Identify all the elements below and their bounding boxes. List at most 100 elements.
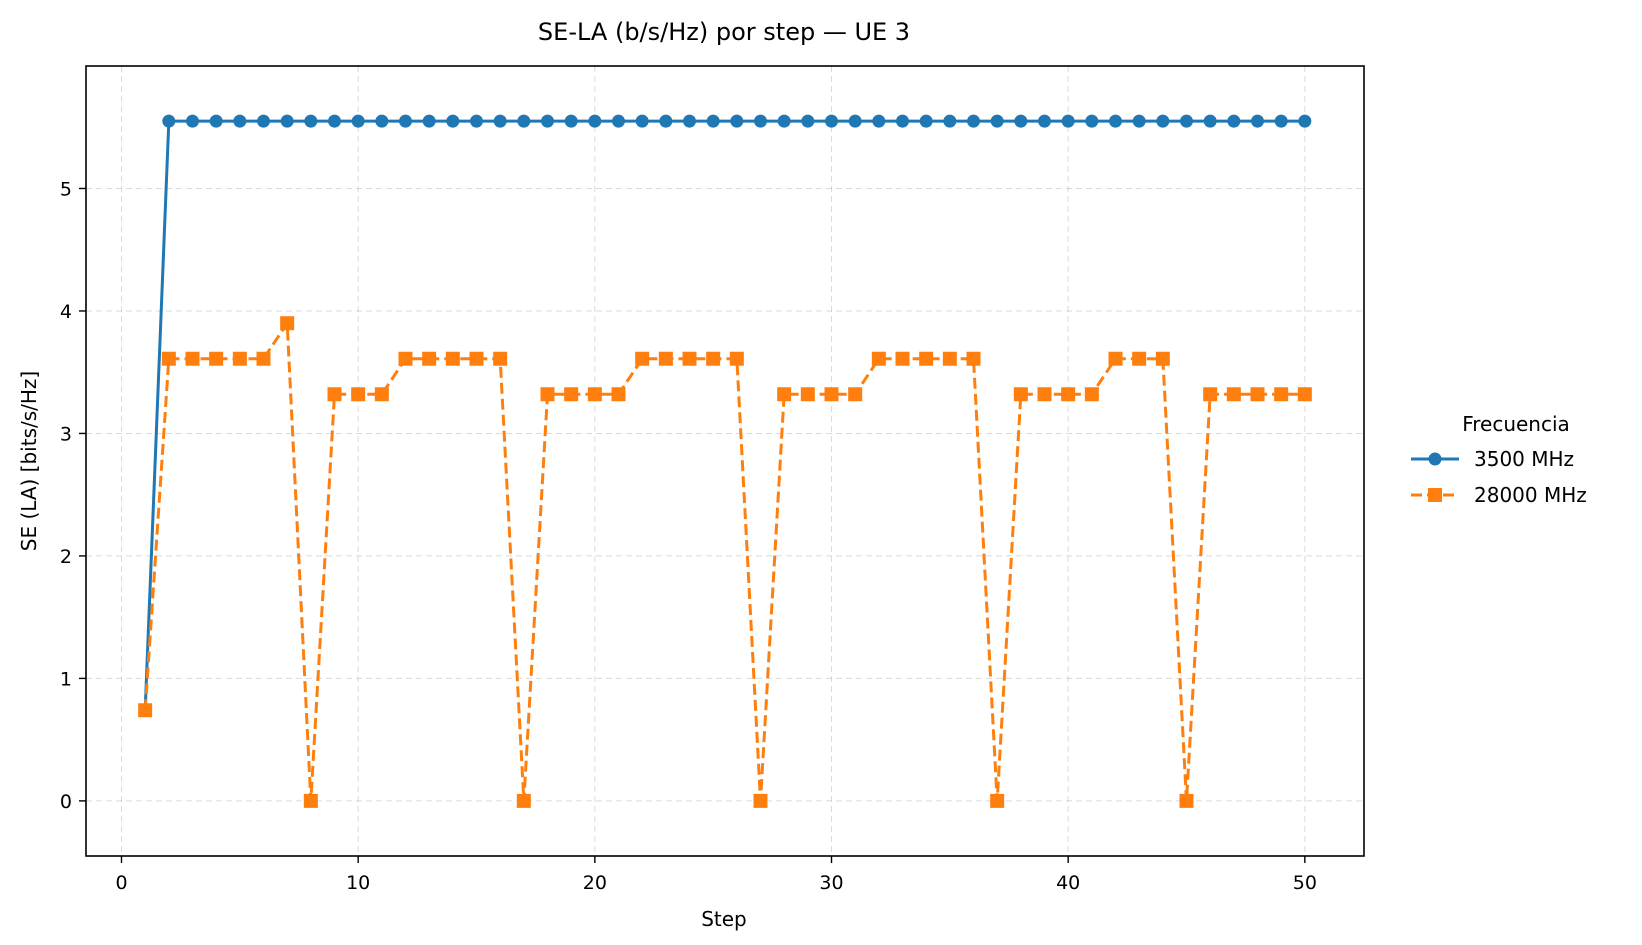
data-point-28000-mhz-43 bbox=[1132, 351, 1147, 366]
data-point-3500-mhz-33 bbox=[896, 114, 909, 128]
legend: Frecuencia 3500 MHz 28000 MHz bbox=[1411, 412, 1587, 507]
data-point-3500-mhz-25 bbox=[706, 114, 720, 128]
data-point-3500-mhz-45 bbox=[1180, 114, 1193, 128]
data-point-28000-mhz-35 bbox=[942, 351, 957, 366]
data-point-28000-mhz-48 bbox=[1250, 387, 1265, 402]
legend-items: 3500 MHz 28000 MHz bbox=[1411, 447, 1587, 507]
data-point-28000-mhz-10 bbox=[351, 387, 366, 402]
data-point-3500-mhz-12 bbox=[399, 114, 412, 128]
x-axis-ticks: 0 10 20 30 40 50 bbox=[115, 856, 1317, 894]
data-point-3500-mhz-2 bbox=[162, 114, 176, 128]
data-point-28000-mhz-7 bbox=[280, 316, 295, 331]
y-tick-label-1: 1 bbox=[60, 668, 72, 690]
series-28000-mhz bbox=[138, 316, 1312, 808]
legend-entry-3500-mhz: 3500 MHz bbox=[1411, 447, 1574, 471]
data-point-28000-mhz-36 bbox=[966, 351, 981, 366]
data-point-3500-mhz-35 bbox=[943, 114, 957, 128]
data-point-28000-mhz-41 bbox=[1084, 387, 1099, 402]
legend-marker-28000-mhz bbox=[1428, 488, 1442, 502]
data-point-28000-mhz-8 bbox=[303, 793, 318, 808]
data-point-3500-mhz-32 bbox=[872, 114, 886, 128]
data-point-3500-mhz-39 bbox=[1038, 114, 1051, 128]
data-point-28000-mhz-1 bbox=[138, 703, 153, 718]
y-tick-label-5: 5 bbox=[60, 178, 72, 200]
data-point-3500-mhz-44 bbox=[1156, 114, 1170, 128]
data-point-28000-mhz-32 bbox=[871, 351, 886, 366]
data-point-3500-mhz-7 bbox=[280, 114, 294, 128]
data-point-3500-mhz-19 bbox=[564, 114, 578, 128]
data-point-28000-mhz-47 bbox=[1226, 387, 1241, 402]
data-point-28000-mhz-39 bbox=[1037, 387, 1052, 402]
legend-marker-3500-mhz bbox=[1428, 452, 1442, 466]
data-point-3500-mhz-49 bbox=[1274, 114, 1288, 128]
data-point-3500-mhz-4 bbox=[209, 114, 223, 128]
data-point-3500-mhz-17 bbox=[517, 114, 531, 128]
chart-title: SE-LA (b/s/Hz) por step — UE 3 bbox=[538, 18, 910, 46]
data-point-28000-mhz-50 bbox=[1297, 387, 1312, 402]
data-point-28000-mhz-31 bbox=[848, 387, 863, 402]
data-point-28000-mhz-46 bbox=[1203, 387, 1218, 402]
data-point-3500-mhz-28 bbox=[777, 114, 791, 128]
data-point-28000-mhz-15 bbox=[469, 351, 484, 366]
data-point-3500-mhz-18 bbox=[541, 114, 554, 128]
data-point-3500-mhz-42 bbox=[1109, 114, 1122, 128]
data-point-28000-mhz-11 bbox=[374, 387, 389, 402]
data-point-28000-mhz-37 bbox=[990, 793, 1005, 808]
x-axis-label: Step bbox=[701, 907, 747, 931]
data-point-3500-mhz-24 bbox=[683, 114, 696, 128]
x-tick-label-40: 40 bbox=[1056, 872, 1080, 894]
data-point-28000-mhz-42 bbox=[1108, 351, 1123, 366]
data-point-3500-mhz-23 bbox=[659, 114, 673, 128]
data-point-3500-mhz-26 bbox=[730, 114, 744, 128]
data-point-3500-mhz-34 bbox=[919, 114, 933, 128]
data-point-28000-mhz-17 bbox=[516, 793, 531, 808]
legend-entry-28000-mhz: 28000 MHz bbox=[1411, 483, 1587, 507]
y-axis-ticks: 0 1 2 3 4 5 bbox=[60, 178, 86, 813]
legend-label-28000-mhz: 28000 MHz bbox=[1474, 483, 1587, 507]
series-layer bbox=[138, 114, 1312, 808]
data-point-28000-mhz-27 bbox=[753, 793, 768, 808]
x-tick-label-20: 20 bbox=[583, 872, 607, 894]
data-point-28000-mhz-19 bbox=[564, 387, 579, 402]
data-point-3500-mhz-37 bbox=[990, 114, 1004, 128]
data-point-3500-mhz-36 bbox=[967, 114, 980, 128]
legend-label-3500-mhz: 3500 MHz bbox=[1474, 447, 1574, 471]
data-point-3500-mhz-40 bbox=[1061, 114, 1075, 128]
data-point-28000-mhz-14 bbox=[445, 351, 460, 366]
legend-title: Frecuencia bbox=[1462, 412, 1570, 436]
data-point-28000-mhz-22 bbox=[635, 351, 650, 366]
data-point-3500-mhz-29 bbox=[801, 114, 815, 128]
data-point-3500-mhz-31 bbox=[848, 114, 862, 128]
data-point-28000-mhz-5 bbox=[232, 351, 247, 366]
data-point-3500-mhz-27 bbox=[754, 114, 767, 128]
data-point-28000-mhz-20 bbox=[587, 387, 602, 402]
data-point-28000-mhz-2 bbox=[161, 351, 176, 366]
data-point-28000-mhz-16 bbox=[493, 351, 508, 366]
data-point-28000-mhz-33 bbox=[895, 351, 910, 366]
data-point-3500-mhz-10 bbox=[351, 114, 365, 128]
data-point-28000-mhz-49 bbox=[1274, 387, 1289, 402]
data-point-3500-mhz-8 bbox=[304, 114, 318, 128]
data-point-3500-mhz-41 bbox=[1085, 114, 1099, 128]
data-point-28000-mhz-30 bbox=[824, 387, 839, 402]
data-point-28000-mhz-13 bbox=[422, 351, 437, 366]
data-point-28000-mhz-24 bbox=[682, 351, 697, 366]
y-tick-label-4: 4 bbox=[60, 301, 72, 323]
data-point-3500-mhz-16 bbox=[493, 114, 507, 128]
data-point-3500-mhz-47 bbox=[1227, 114, 1241, 128]
data-point-3500-mhz-6 bbox=[257, 114, 270, 128]
data-point-28000-mhz-4 bbox=[209, 351, 224, 366]
data-point-3500-mhz-21 bbox=[612, 114, 625, 128]
data-point-3500-mhz-14 bbox=[446, 114, 460, 128]
data-point-28000-mhz-38 bbox=[1013, 387, 1028, 402]
data-point-28000-mhz-25 bbox=[706, 351, 721, 366]
y-tick-label-3: 3 bbox=[60, 423, 72, 445]
data-point-28000-mhz-23 bbox=[658, 351, 673, 366]
data-point-3500-mhz-48 bbox=[1251, 114, 1264, 128]
data-point-28000-mhz-18 bbox=[540, 387, 555, 402]
data-point-28000-mhz-34 bbox=[919, 351, 934, 366]
data-point-28000-mhz-40 bbox=[1061, 387, 1076, 402]
y-tick-label-2: 2 bbox=[60, 546, 72, 568]
